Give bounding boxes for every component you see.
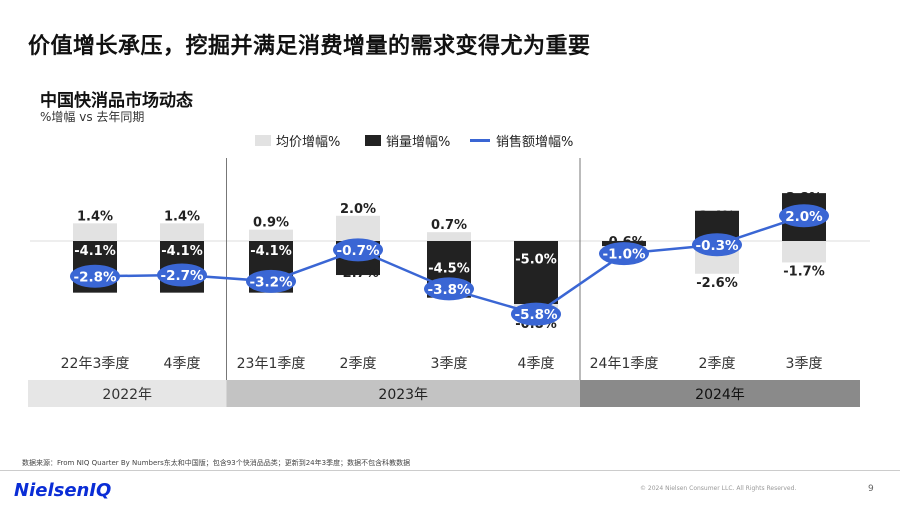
volume-label: 3.8% bbox=[786, 191, 822, 206]
category-label: 3季度 bbox=[431, 356, 468, 372]
avg-price-label: -2.6% bbox=[696, 276, 737, 291]
sales-label: -2.8% bbox=[73, 269, 117, 285]
avg-price-bar bbox=[427, 232, 471, 241]
volume-label: -2.7% bbox=[337, 266, 378, 281]
year-band bbox=[226, 380, 580, 407]
category-label: 4季度 bbox=[518, 356, 555, 372]
year-band-label: 2023年 bbox=[378, 387, 428, 403]
chart-title: 中国快消品市场动态 bbox=[40, 91, 193, 111]
year-band-label: 2024年 bbox=[695, 387, 745, 403]
sales-bubble bbox=[333, 238, 383, 262]
copyright-note: © 2024 Nielsen Consumer LLC. All Rights … bbox=[640, 485, 797, 492]
category-label: 2季度 bbox=[699, 356, 736, 372]
category-label: 2季度 bbox=[340, 356, 377, 372]
legend-label-sales: 销售额增幅% bbox=[496, 135, 574, 150]
sales-bubble bbox=[779, 204, 829, 228]
sales-bubble bbox=[424, 277, 474, 301]
sales-label: -2.7% bbox=[160, 268, 204, 284]
chart-subtitle: %增幅 vs 去年同期 bbox=[40, 110, 145, 124]
category-label: 22年3季度 bbox=[61, 356, 130, 372]
year-band-label: 2022年 bbox=[102, 387, 152, 403]
volume-label: -4.1% bbox=[74, 244, 115, 259]
avg-price-label: 1.4% bbox=[77, 209, 113, 224]
source-note: 数据来源：From NIQ Quarter By Numbers东太和中国版；包… bbox=[22, 459, 411, 467]
avg-price-label: 0.7% bbox=[431, 218, 467, 233]
category-label: 23年1季度 bbox=[237, 356, 306, 372]
sales-bubble bbox=[70, 264, 120, 288]
sales-label: -5.8% bbox=[514, 307, 558, 323]
sales-bubble bbox=[599, 242, 649, 266]
avg-price-label: -1.7% bbox=[783, 264, 824, 279]
category-label: 3季度 bbox=[786, 356, 823, 372]
volume-label: 2.4% bbox=[699, 209, 735, 224]
sales-label: -3.2% bbox=[249, 274, 293, 290]
sales-bubble bbox=[511, 302, 561, 326]
headline: 价值增长承压，挖掘并满足消费增量的需求变得尤为重要 bbox=[28, 34, 591, 59]
category-label: 4季度 bbox=[164, 356, 201, 372]
volume-label: -4.1% bbox=[161, 244, 202, 259]
legend-line-sales bbox=[470, 139, 490, 142]
avg-price-bar bbox=[249, 229, 293, 241]
sales-bubble bbox=[246, 269, 296, 293]
legend-item-volume: 销量增幅% bbox=[365, 131, 450, 150]
page-number: 9 bbox=[868, 484, 874, 494]
avg-price-bar bbox=[782, 241, 826, 263]
volume-label: -5.0% bbox=[515, 253, 556, 268]
legend-swatch-avg-price bbox=[255, 135, 271, 146]
avg-price-bar bbox=[73, 223, 117, 241]
sales-label: -3.8% bbox=[427, 282, 471, 298]
avg-price-bar bbox=[160, 223, 204, 241]
sales-label: -1.0% bbox=[602, 247, 646, 263]
avg-price-label: 0.9% bbox=[253, 216, 289, 231]
volume-bar bbox=[514, 241, 558, 304]
sales-label: -0.7% bbox=[336, 243, 380, 259]
volume-label: -4.5% bbox=[428, 262, 469, 277]
avg-price-label: 1.4% bbox=[164, 209, 200, 224]
footer-divider bbox=[0, 470, 900, 471]
sales-label: 2.0% bbox=[785, 209, 823, 225]
legend-label-avg-price: 均价增幅% bbox=[276, 135, 341, 150]
nielseniq-logo: NielsenIQ bbox=[14, 480, 112, 501]
year-band bbox=[28, 380, 227, 407]
category-label: 24年1季度 bbox=[590, 356, 659, 372]
volume-label: -4.1% bbox=[250, 244, 291, 259]
sales-label: -0.3% bbox=[695, 238, 739, 254]
legend-swatch-volume bbox=[365, 135, 381, 146]
year-band bbox=[580, 380, 860, 407]
sales-bubble bbox=[692, 233, 742, 257]
chart-plot: 1.4% -4.1% 1.4% -4.1% 0.9% -4.1% 2.0% -2.7% 0.7%… bbox=[28, 158, 870, 407]
avg-price-bar bbox=[336, 215, 380, 241]
legend-item-sales: 销售额增幅% bbox=[470, 131, 573, 150]
avg-price-label: 2.0% bbox=[340, 202, 376, 217]
legend-label-volume: 销量增幅% bbox=[386, 135, 451, 150]
sales-bubble bbox=[157, 263, 207, 287]
legend-item-avg-price: 均价增幅% bbox=[255, 131, 340, 150]
